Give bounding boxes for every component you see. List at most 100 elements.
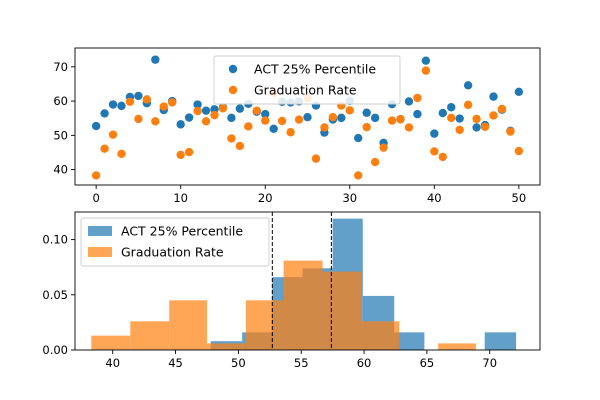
scatter-point (193, 106, 202, 116)
scatter-point (311, 154, 321, 163)
scatter-point (151, 117, 160, 126)
scatter-point (328, 112, 338, 122)
scatter-point (379, 143, 388, 152)
histogram-bar (245, 300, 284, 350)
scatter-point (210, 110, 219, 120)
scatter-point (151, 55, 160, 64)
hist-legend (80, 217, 270, 267)
scatter-point (438, 152, 447, 162)
scatter-xtick-label: 50 (512, 191, 527, 205)
scatter-point (362, 108, 371, 117)
scatter-point (210, 105, 219, 114)
hist-xtick-label: 40 (105, 356, 120, 370)
scatter-point (108, 100, 118, 109)
scatter-axes: 0 10 20 30 40 50 40 50 60 70 ACT 25% Percentile Gra… (53, 47, 541, 205)
histogram-bar (206, 343, 246, 350)
scatter-point (421, 66, 431, 75)
hist-legend-label: Graduation Rate (121, 245, 224, 260)
scatter-point (489, 111, 498, 120)
scatter-point (159, 102, 168, 111)
scatter-xtick-label: 40 (427, 191, 442, 205)
scatter-point (396, 115, 405, 124)
scatter-point (252, 106, 261, 115)
scatter-point (100, 144, 109, 153)
hist-ytick-label: 0.10 (42, 233, 68, 247)
scatter-legend-label: Graduation Rate (254, 83, 357, 98)
scatter-xtick-label: 10 (173, 191, 188, 205)
scatter-point (320, 123, 329, 132)
legend-patch (88, 247, 112, 257)
scatter-point (354, 171, 363, 180)
scatter-point (472, 114, 481, 124)
scatter-point (430, 147, 439, 156)
scatter-point (201, 117, 211, 126)
scatter-point (244, 122, 253, 131)
scatter-frame (74, 47, 541, 186)
scatter-ytick-label: 40 (53, 163, 68, 177)
scatter-point (480, 122, 490, 131)
scatter-point (506, 127, 515, 136)
scatter-point (125, 97, 135, 106)
scatter-point (438, 108, 447, 118)
scatter-legend-label: ACT 25% Percentile (254, 62, 376, 77)
scatter-point (134, 91, 143, 101)
scatter-point (117, 149, 126, 159)
hist-xtick-label: 50 (231, 356, 246, 370)
scatter-point (404, 123, 414, 132)
legend-marker (228, 64, 238, 74)
scatter-point (514, 87, 524, 97)
scatter-point (404, 97, 414, 106)
scatter-point (184, 113, 194, 122)
scatter-point (455, 114, 464, 123)
scatter-point (447, 103, 456, 112)
scatter-xtick-label: 0 (92, 191, 99, 205)
scatter-point (447, 113, 456, 123)
hist-ytick-label: 0.05 (42, 288, 68, 302)
histogram-bar (484, 332, 517, 350)
scatter-xtick-label: 20 (258, 191, 273, 205)
histogram-bar (361, 321, 400, 350)
scatter-point (421, 56, 431, 65)
scatter-point (413, 93, 422, 103)
scatter-point (91, 121, 101, 131)
scatter-point (387, 116, 397, 125)
scatter-point (142, 95, 152, 104)
scatter-point (108, 130, 118, 139)
scatter-xtick-label: 30 (342, 191, 357, 205)
scatter-point (218, 104, 228, 113)
histogram-bar (394, 332, 425, 350)
scatter-point (294, 115, 304, 124)
scatter-point (176, 120, 185, 129)
scatter-point (176, 150, 185, 160)
histogram-bar (283, 260, 323, 350)
scatter-ytick-label: 60 (53, 94, 68, 108)
scatter-point (472, 123, 481, 132)
scatter-point (345, 106, 354, 115)
scatter-point (497, 104, 507, 114)
legend-marker (228, 85, 238, 95)
scatter-point (100, 109, 109, 118)
scatter-point (430, 129, 439, 138)
hist-xtick-label: 65 (420, 356, 435, 370)
scatter-point (489, 92, 498, 101)
histogram-frame (74, 211, 541, 351)
scatter-point (184, 147, 194, 157)
histogram-bar (169, 300, 207, 350)
scatter-point (354, 133, 363, 143)
scatter-point (303, 112, 312, 122)
hist-legend-label: ACT 25% Percentile (121, 224, 243, 239)
scatter-point (261, 116, 270, 125)
scatter-point (201, 106, 211, 115)
scatter-ytick-label: 70 (53, 60, 68, 74)
scatter-legend (213, 55, 401, 105)
hist-ytick-label: 0.00 (42, 343, 68, 357)
hist-xtick-label: 45 (168, 356, 183, 370)
scatter-point (286, 128, 295, 137)
scatter-ytick-label: 50 (53, 128, 68, 142)
scatter-point (227, 134, 236, 143)
legend-patch (88, 226, 112, 236)
histogram-bar (91, 335, 131, 350)
scatter-point (235, 104, 245, 113)
scatter-point (277, 116, 287, 126)
